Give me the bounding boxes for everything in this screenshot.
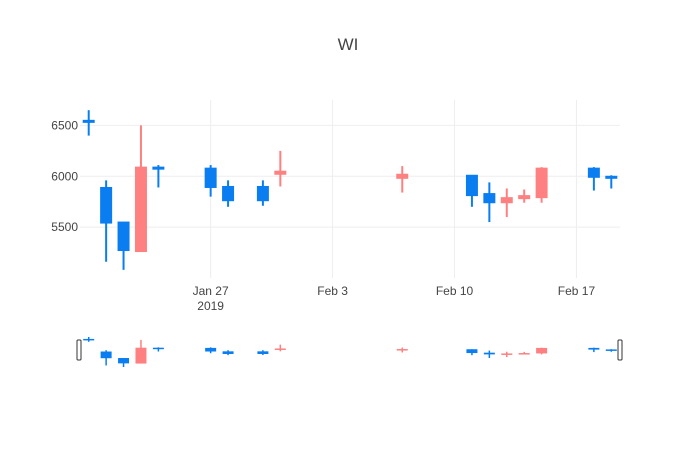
candle-body	[605, 175, 618, 179]
slider-candle-body	[100, 351, 112, 359]
candle-body	[100, 186, 113, 224]
slider-candle	[518, 351, 530, 355]
range-slider[interactable]	[76, 337, 623, 367]
slider-candle	[466, 349, 478, 356]
candle-body	[152, 166, 165, 170]
y-tick-label: 5500	[51, 220, 78, 234]
candle-body	[396, 173, 409, 179]
x-tick-label: Jan 27	[193, 284, 229, 298]
slider-candle	[396, 347, 408, 353]
candle-increasing[interactable]	[274, 150, 287, 187]
candle-body	[222, 185, 235, 202]
candle-body	[500, 197, 513, 204]
candle-decreasing[interactable]	[117, 221, 130, 270]
slider-candle-body	[518, 353, 530, 355]
slider-candle-body	[118, 358, 130, 364]
slider-candle	[588, 347, 600, 353]
slider-candle-body	[536, 347, 548, 354]
candle-increasing[interactable]	[535, 167, 548, 203]
candle-increasing[interactable]	[500, 188, 513, 217]
candle-decreasing[interactable]	[483, 182, 496, 223]
candle-decreasing[interactable]	[605, 175, 618, 189]
range-slider-left-handle[interactable]	[76, 339, 82, 361]
y-tick-label: 6500	[51, 118, 78, 132]
slider-candle-body	[205, 347, 217, 352]
slider-candle-body	[588, 347, 600, 350]
candle-decreasing[interactable]	[256, 180, 269, 206]
candle-body	[134, 166, 147, 253]
candle-body	[535, 167, 548, 199]
slider-candle	[274, 344, 286, 352]
candle-decreasing[interactable]	[587, 167, 600, 191]
grid-layer	[80, 100, 620, 278]
slider-candle-body	[396, 349, 408, 351]
slider-candle	[100, 350, 112, 366]
slider-candle	[501, 351, 513, 358]
candle-layer[interactable]	[82, 110, 618, 270]
slider-candle-body	[501, 353, 513, 355]
slider-candle-body	[483, 352, 495, 355]
candle-body	[518, 195, 531, 200]
candle-body	[256, 185, 269, 202]
x-tick-label: Feb 10	[436, 284, 474, 298]
candle-body	[465, 174, 478, 197]
slider-candle	[257, 350, 269, 355]
candle-decreasing[interactable]	[100, 180, 113, 262]
chart-title: WI	[338, 35, 359, 54]
candle-increasing[interactable]	[396, 166, 409, 193]
candle-body	[117, 221, 130, 252]
candle-body	[274, 170, 287, 175]
slider-candle-body	[152, 347, 164, 350]
slider-candle	[152, 347, 164, 352]
slider-candle	[605, 349, 617, 352]
slider-candle-body	[135, 347, 147, 364]
candle-increasing[interactable]	[134, 125, 147, 253]
x-tick-sublabel: 2019	[197, 299, 224, 313]
slider-candle	[118, 358, 130, 367]
x-tick-label: Feb 3	[317, 284, 348, 298]
slider-candle-body	[83, 338, 95, 341]
candle-increasing[interactable]	[518, 189, 531, 203]
slider-candle	[222, 350, 234, 356]
slider-candle	[205, 347, 217, 354]
y-tick-label: 6000	[51, 169, 78, 183]
candle-decreasing[interactable]	[465, 174, 478, 207]
range-slider-right-handle[interactable]	[617, 339, 623, 361]
slider-candle	[483, 350, 495, 359]
slider-candle-body	[274, 348, 286, 350]
candle-body	[204, 167, 217, 188]
slider-candle-body	[257, 351, 269, 355]
slider-candle-body	[605, 349, 617, 351]
candle-decreasing[interactable]	[204, 165, 217, 197]
candle-body	[82, 119, 95, 123]
slider-candle	[83, 337, 95, 342]
candle-decreasing[interactable]	[152, 165, 165, 188]
candle-body	[587, 167, 600, 178]
x-tick-label: Feb 17	[558, 284, 596, 298]
candle-decreasing[interactable]	[82, 110, 95, 136]
slider-candle-body	[222, 351, 234, 355]
slider-candle	[135, 339, 147, 364]
slider-candle-body	[466, 349, 478, 354]
candle-body	[483, 193, 496, 204]
candle-decreasing[interactable]	[222, 180, 235, 207]
slider-candle	[536, 347, 548, 355]
